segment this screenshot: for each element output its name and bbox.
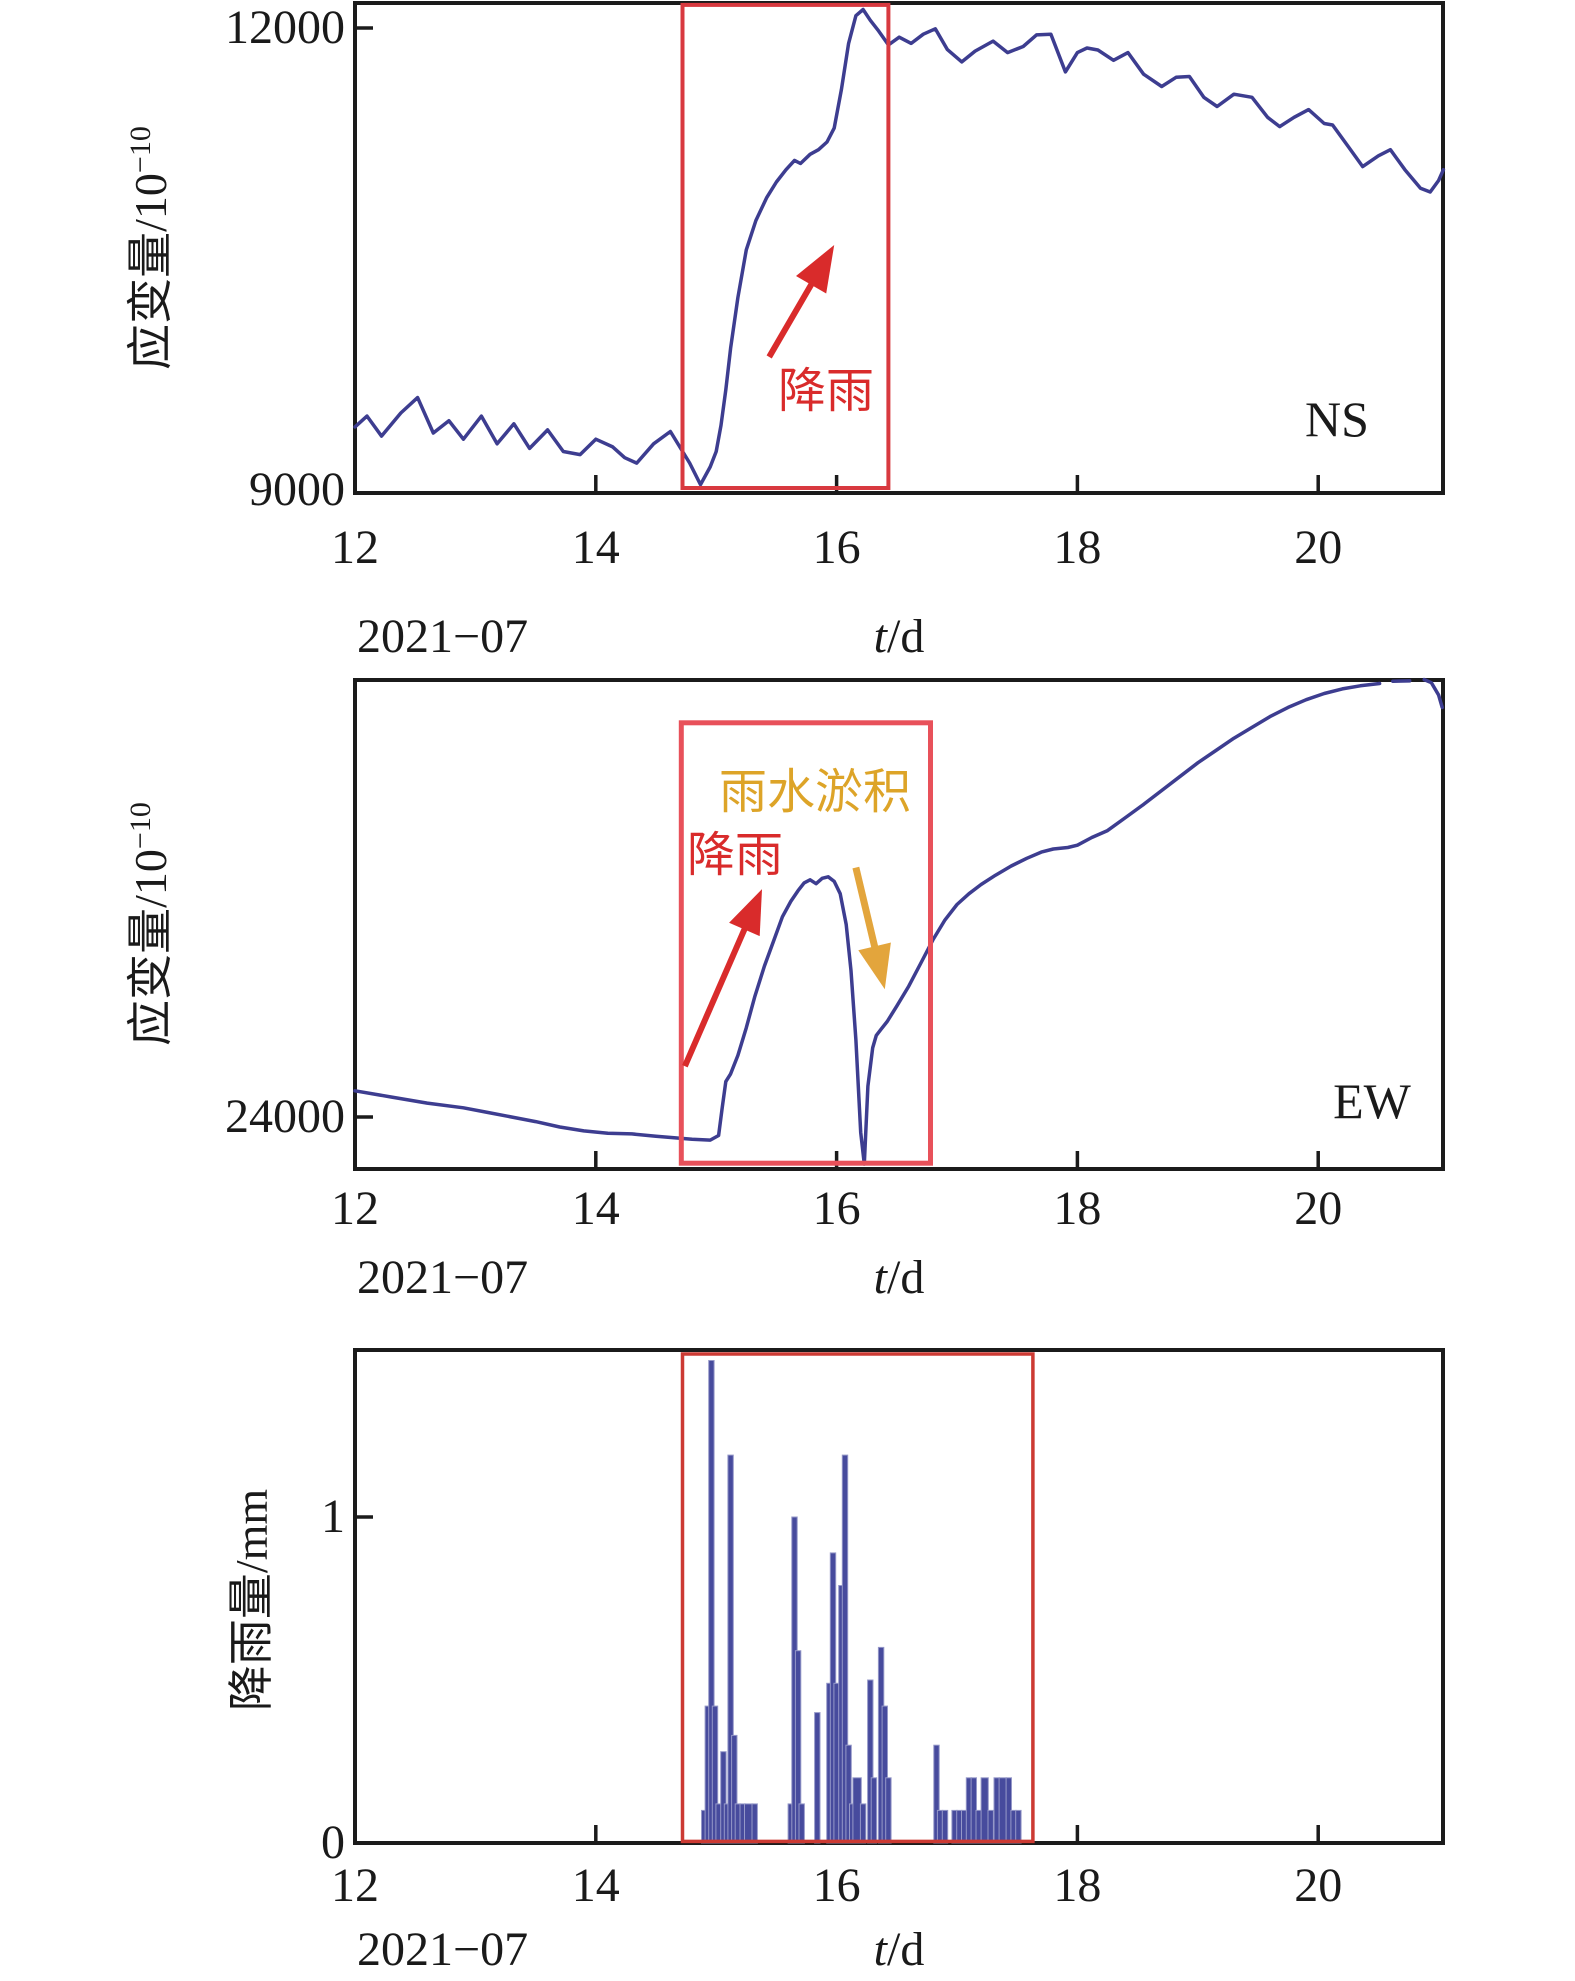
x-tick-label: 14	[571, 1859, 620, 1912]
y-axis-label-ns-sup: −10	[123, 126, 157, 174]
rain-bar	[1015, 1809, 1022, 1844]
x-axis-unit-d-3: /d	[887, 1923, 925, 1976]
y-tick-label: 12000	[225, 1, 345, 54]
y-tick-label: 1	[321, 1490, 345, 1543]
rain-bar	[941, 1809, 949, 1844]
rain-bar	[814, 1712, 821, 1844]
x-tick-label: 20	[1294, 521, 1343, 574]
strain-curve-ns	[353, 7, 1446, 487]
rain-bar	[885, 1777, 892, 1844]
x-tick-label: 12	[331, 1859, 379, 1912]
strain-curve-ew	[1422, 677, 1444, 710]
x-axis-unit-chart1: t/d	[874, 613, 925, 661]
x-tick-label: 12	[331, 521, 379, 574]
highlight-box	[680, 2, 891, 491]
rain-bar	[751, 1803, 758, 1844]
x-tick-label: 14	[571, 1182, 620, 1235]
y-axis-label-ew: 应变量/10−10	[123, 802, 177, 1046]
x-tick-label: 18	[1053, 521, 1102, 574]
x-axis-unit-chart3: t/d	[874, 1926, 925, 1974]
chart-2-group	[353, 677, 1445, 1171]
x-axis-unit-d-1: /d	[887, 610, 925, 663]
x-axis-unit-t-3: t	[873, 1923, 887, 1976]
y-axis-label-ew-text: 应变量/10	[125, 849, 177, 1046]
annotation-arrow	[682, 922, 750, 1068]
rain-accumulation-annotation-ew: 雨水淤积	[718, 766, 912, 819]
highlight-box	[678, 720, 933, 1166]
rain-bar	[998, 1777, 1007, 1844]
annotation-arrow	[766, 278, 817, 359]
y-tick-label: 24000	[225, 1090, 345, 1143]
date-label-chart3: 2021−07	[357, 1923, 529, 1976]
rain-bar	[975, 1809, 982, 1844]
x-tick-label: 20	[1294, 1859, 1343, 1912]
x-tick-label: 18	[1053, 1859, 1102, 1912]
rain-bar	[870, 1777, 878, 1844]
x-tick-label: 12	[331, 1182, 379, 1235]
y-axis-label-ns: 应变量/10−10	[123, 126, 177, 370]
annotation-arrow-head	[729, 889, 762, 937]
y-axis-label-ns-text: 应变量/10	[125, 173, 177, 370]
x-axis-unit-t-2: t	[873, 1251, 887, 1304]
rainfall-annotation-ew: 降雨	[686, 829, 784, 882]
annotation-arrow-head	[858, 942, 891, 990]
highlight-box	[680, 1352, 1035, 1844]
y-axis-label-ew-sup: −10	[123, 802, 157, 850]
date-label-chart2: 2021−07	[357, 1251, 529, 1304]
x-tick-label: 16	[812, 1859, 861, 1912]
x-tick-label: 14	[571, 521, 620, 574]
chart-1-group	[353, 1, 1446, 495]
x-tick-label: 16	[812, 1182, 861, 1235]
annotation-arrow-head	[796, 245, 835, 294]
x-tick-label: 20	[1294, 1182, 1343, 1235]
x-axis-unit-chart2: t/d	[874, 1254, 925, 1302]
ns-direction-label: NS	[1305, 391, 1369, 447]
x-axis-unit-t-1: t	[873, 610, 887, 663]
date-label-chart1: 2021−07	[357, 610, 529, 663]
chart-3-group	[353, 1348, 1445, 1845]
x-tick-label: 16	[812, 521, 861, 574]
x-axis-unit-d-2: /d	[887, 1251, 925, 1304]
y-tick-label: 9000	[249, 463, 345, 516]
rain-bar	[859, 1803, 867, 1844]
rain-bar	[980, 1777, 989, 1844]
rainfall-annotation-ns: 降雨	[777, 365, 875, 418]
y-tick-label: 0	[321, 1816, 345, 1869]
ew-direction-label: EW	[1333, 1073, 1411, 1129]
x-tick-label: 18	[1053, 1182, 1102, 1235]
rain-bar	[798, 1803, 805, 1844]
annotation-arrow	[852, 866, 880, 954]
rain-bar	[987, 1809, 994, 1844]
rain-bar	[993, 1777, 1000, 1844]
